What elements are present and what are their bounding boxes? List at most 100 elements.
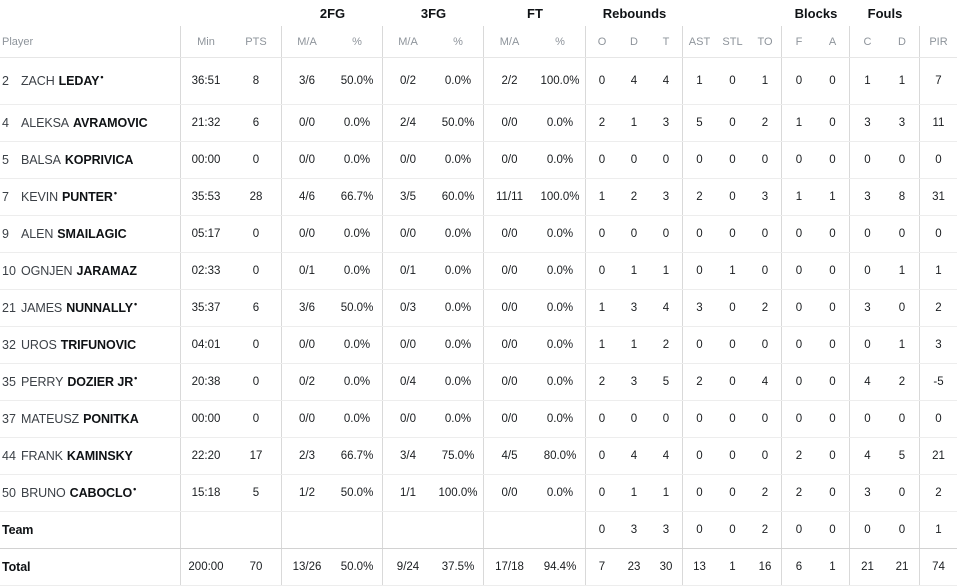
player-row: 4 ALEKSA AVRAMOVIC 21:32 6 0/0 0.0% 2/4 … [0,105,957,142]
stat-blk-f: 1 [795,117,803,129]
stat-3fg-ma: 0/0 [400,339,416,351]
column-header-reb-t: T [650,26,683,57]
stat-to: 0 [749,253,782,289]
stat-blk-f: 0 [795,228,803,240]
stat-3fg-pct: 0.0% [433,290,484,326]
stat-pir: 1 [935,524,942,536]
player-first-name: KEVIN [21,190,59,204]
stat-ast: 1 [696,75,703,87]
stat-reb-t: 3 [650,512,683,548]
stat-reb-t: 2 [650,327,683,363]
stat-blk-f: 0 [795,339,803,351]
player-row: 44 FRANK KAMINSKY 22:20 17 2/3 66.7% 3/4… [0,438,957,475]
stat-stl: 0 [729,117,736,129]
stat-to: 0 [749,327,782,363]
column-header-foul-d: D [885,26,920,57]
stat-reb-o: 0 [598,265,606,277]
stat-reb-d: 23 [627,561,641,573]
jersey-number: 2 [2,74,9,88]
column-header-2fg-pct: % [332,26,383,57]
stat-foul-d: 21 [885,549,920,585]
stat-min: 35:53 [191,191,221,203]
stat-ast: 0 [696,228,703,240]
stat-ft-pct: 0.0% [535,401,586,437]
player-last-name: KOPRIVICA [64,153,134,167]
stat-3fg-ma: 1/1 [400,487,416,499]
stat-min [181,512,231,548]
stat-reb-t: 0 [650,216,683,252]
stat-2fg-pct: 0.0% [332,327,383,363]
stat-ft-pct: 94.4% [535,549,586,585]
player-first-name: ALEN [21,227,54,241]
jersey-number: 50 [2,486,16,500]
stat-min: 15:18 [191,487,221,499]
stat-ast: 0 [696,339,703,351]
column-header-reb-d: D [630,35,638,48]
player-first-name: BRUNO [21,486,66,500]
stat-3fg-ma [383,512,433,548]
stat-foul-d: 0 [885,512,920,548]
stat-ft-ma: 4/5 [501,450,518,462]
player-cell: Team [0,512,181,548]
stat-reb-t: 1 [650,253,683,289]
stat-3fg-pct: 37.5% [433,549,484,585]
stat-2fg-ma: 0/0 [299,339,315,351]
stat-min: 36:51 [191,75,221,87]
stat-to: 2 [749,475,782,511]
stat-reb-t: 3 [650,105,683,141]
stat-stl: 0 [729,154,736,166]
stat-reb-o: 1 [598,339,606,351]
column-header-min: Min [197,35,215,48]
stat-3fg-pct: 0.0% [433,58,484,104]
player-cell: Total [0,549,181,585]
stat-blk-a: 0 [816,364,850,400]
stat-ft-ma: 0/0 [501,339,518,351]
stat-2fg-pct: 0.0% [332,142,383,178]
stat-blk-a: 0 [816,58,850,104]
stat-to: 2 [749,105,782,141]
stat-2fg-ma: 0/2 [299,376,315,388]
stat-ft-pct: 100.0% [535,58,586,104]
stat-pts: 0 [231,142,282,178]
stat-reb-t: 0 [650,401,683,437]
stat-3fg-pct: 0.0% [433,364,484,400]
stat-pts: 0 [231,401,282,437]
stat-stl: 0 [729,75,736,87]
stat-foul-c: 4 [864,376,871,388]
stat-3fg-pct: 75.0% [433,438,484,474]
column-header-3fg-ma: M/A [398,35,418,48]
stat-2fg-ma: 3/6 [299,302,315,314]
stat-stl: 0 [729,376,736,388]
starter-mark-icon: • [100,72,104,82]
starter-mark-icon: • [134,373,138,383]
starter-mark-icon: • [133,299,138,309]
stat-reb-t: 30 [650,549,683,585]
jersey-number: 37 [2,412,16,426]
stat-pir: 21 [932,450,945,462]
stat-min: 04:01 [191,339,221,351]
stat-pir: 3 [935,339,942,351]
player-row: 5 BALSA KOPRIVICA 00:00 0 0/0 0.0% 0/0 0… [0,142,957,179]
stat-pts: 17 [231,438,282,474]
stat-blk-a: 1 [816,179,850,215]
stat-blk-f: 2 [795,487,803,499]
stat-ast: 0 [696,487,703,499]
stat-reb-t: 3 [650,179,683,215]
stat-reb-t: 4 [650,438,683,474]
stat-3fg-ma: 0/0 [400,154,416,166]
stat-blk-f: 1 [795,191,803,203]
starter-mark-icon: • [133,484,137,494]
stat-blk-f: 0 [795,265,803,277]
stat-reb-d: 1 [630,117,638,129]
stat-to: 4 [749,364,782,400]
player-first-name: FRANK [21,449,63,463]
column-header-3fg-pct: % [433,26,484,57]
player-first-name: ALEKSA [21,116,70,130]
stat-foul-d: 0 [885,475,920,511]
group-header-fouls: Fouls [867,5,903,21]
stat-foul-d: 0 [885,401,920,437]
stat-to: 0 [749,438,782,474]
column-header-player: Player [0,26,181,57]
stat-blk-a: 0 [816,512,850,548]
stat-3fg-pct: 50.0% [433,105,484,141]
